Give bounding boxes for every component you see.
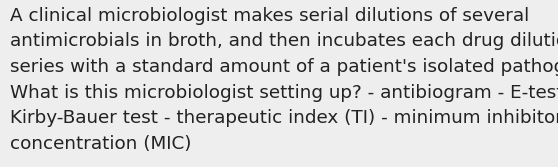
Text: A clinical microbiologist makes serial dilutions of several
antimicrobials in br: A clinical microbiologist makes serial d… bbox=[10, 7, 558, 153]
